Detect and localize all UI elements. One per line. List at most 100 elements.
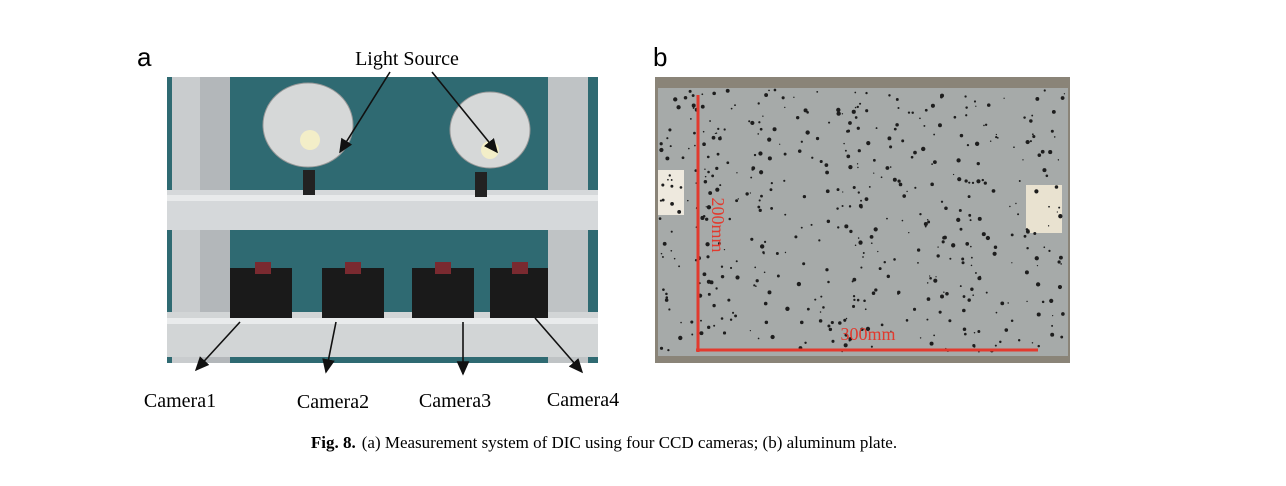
speckle [736,172,738,174]
speckle [846,129,851,133]
speckle [858,240,863,245]
speckle [734,104,736,107]
speckle [919,337,922,339]
speckle [799,320,804,325]
speckle [707,292,711,296]
speckle [1004,328,1009,332]
speckle [726,161,730,165]
speckle [712,303,716,308]
speckle [800,226,803,229]
speckle [748,120,751,123]
speckle [893,127,897,131]
speckle [668,128,672,132]
speckle [802,262,806,266]
speckle [933,160,937,164]
speckle [830,320,834,325]
speckle [794,235,798,239]
speckle [764,320,769,325]
speckle [852,304,856,308]
speckle [793,96,795,98]
speckle [958,208,962,212]
speckle [758,208,762,213]
speckle [937,246,939,248]
speckle [715,187,720,192]
speckle [1034,189,1039,194]
speckle [1058,255,1063,260]
speckle [664,298,669,302]
speckle [767,290,772,295]
speckle [1047,225,1050,227]
speckle [856,126,860,130]
speckle [1037,344,1040,348]
speckle [964,179,968,183]
speckle [1029,119,1033,123]
speckle [929,275,931,277]
speckle [666,137,669,140]
speckle [856,105,859,109]
speckle [923,124,926,127]
speckle [911,111,914,115]
speckle [1025,229,1030,234]
speckle [926,318,929,321]
speckle [857,166,859,169]
speckle [890,330,892,332]
speckle [669,145,672,148]
speckle [901,139,905,143]
speckle [784,213,787,216]
speckle [691,103,696,108]
speckle [820,295,823,298]
speckle [857,149,861,153]
speckle [860,199,863,202]
speckle [865,326,871,332]
speckle [750,176,753,179]
speckle [985,235,991,241]
speckle [818,319,823,323]
speckle [673,97,678,102]
speckle [989,140,992,142]
speckle [976,179,981,184]
speckle [866,140,871,146]
speckle [1026,300,1028,303]
speckle [965,114,968,117]
speckle [986,103,991,107]
speckle [837,226,840,229]
speckle [760,194,763,198]
speckle [1024,270,1029,275]
speckle [711,174,715,178]
speckle [1058,213,1063,219]
speckle [963,332,967,336]
speckle [1056,211,1058,213]
speckle [822,306,825,309]
speckle [996,137,999,139]
speckle [844,224,849,229]
speckle [670,179,673,181]
speckle [758,199,761,202]
speckle [759,170,764,175]
caption: Fig. 8. (a) Measurement system of DIC usi… [311,433,897,452]
speckle [770,181,773,185]
speckle [849,229,853,234]
speckle [917,261,919,264]
speckle [694,169,698,172]
speckle [856,298,860,302]
speckle [665,156,670,161]
speckle [1010,319,1014,323]
speckle [969,219,972,222]
speckle [852,185,856,190]
speckle [906,190,908,193]
speckle [702,272,707,277]
panel-label: a [137,42,152,72]
speckle [857,237,860,239]
speckle [662,288,665,291]
speckle [880,176,883,179]
speckle [865,91,868,95]
speckle [661,183,665,187]
speckle [1049,298,1054,303]
speckle [871,291,876,295]
speckle [764,93,769,97]
speckle [965,242,970,246]
speckle [883,260,886,264]
speckle [895,98,899,101]
speckle [763,301,768,306]
speckle [885,166,890,170]
